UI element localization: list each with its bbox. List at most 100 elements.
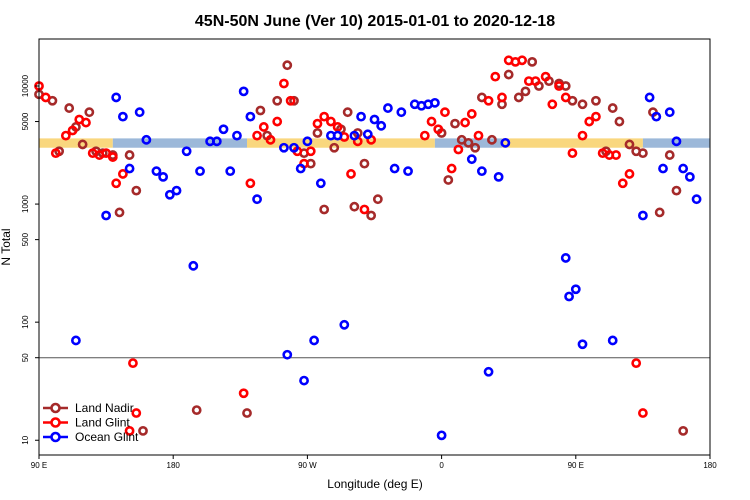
legend-label: Ocean Glint [75,430,139,444]
data-point [466,154,477,165]
data-point [540,71,551,82]
x-tick-label: 180 [703,461,717,470]
legend-entry: Ocean Glint [43,430,139,444]
data-point [584,116,595,127]
data-point [500,137,511,148]
data-point [429,97,440,108]
data-point [171,185,182,196]
data-point [272,95,283,106]
data-point [359,204,370,215]
data-point [40,92,51,103]
band-segment [501,138,643,148]
data-point [71,335,81,346]
band-layer [39,138,710,148]
data-point [453,144,464,155]
data-point [138,425,148,436]
data-point [255,105,266,116]
data-point [664,107,675,118]
data-point [570,284,581,295]
data-point [289,95,299,106]
band-segment [39,138,113,148]
data-point [577,130,588,141]
data-point [114,207,125,218]
data-point [299,375,309,386]
data-point [591,95,601,106]
data-point [383,103,393,113]
data-point [346,169,356,179]
data-point [302,136,313,147]
data-point [560,253,571,263]
data-point [309,335,320,346]
data-point [624,139,635,150]
data-point [272,116,283,127]
data-point [419,130,430,141]
band-segment [642,138,710,148]
data-point [577,99,588,110]
data-point [279,78,289,89]
data-point [624,169,635,179]
data-point [490,71,501,82]
data-point [678,425,689,436]
data-point [332,122,343,132]
points-layer [34,55,702,441]
data-point [131,185,142,196]
data-point [218,124,229,135]
data-point [60,130,71,141]
x-tick-label: 90 E [31,461,47,470]
data-point [520,86,531,97]
data-point [483,95,494,106]
x-tick-label: 90 E [568,461,584,470]
data-point [339,319,350,330]
data-point [644,92,655,103]
data-point [164,189,175,200]
data-point [349,130,360,141]
data-point [530,76,541,87]
y-tick-label: 1000 [21,195,30,213]
data-point [131,408,142,418]
data-point [117,169,128,179]
data-point [403,166,413,177]
data-point [77,139,88,150]
data-point [181,146,192,157]
data-point [64,103,75,113]
data-point [684,171,695,182]
data-point [651,111,662,122]
data-point [389,163,400,174]
data-point [305,146,316,157]
legend-marker [50,431,61,443]
data-point [225,166,236,177]
data-point [245,111,256,122]
data-point [691,194,702,205]
data-point [440,107,450,118]
data-point [638,210,648,221]
legend-label: Land Glint [75,416,130,430]
data-point [211,136,222,147]
data-point [141,134,152,145]
y-tick-label: 50 [21,353,30,362]
data-point [325,116,336,127]
data-point [460,117,470,128]
data-point [101,210,111,221]
data-point [67,125,78,136]
data-point [473,130,484,141]
data-point [151,166,162,177]
band-segment [434,138,502,148]
band-segment [112,138,248,148]
data-point [483,366,494,377]
data-point [195,166,205,177]
data-point [349,201,360,212]
data-point [111,178,122,189]
data-point [232,130,242,141]
data-point [671,185,682,196]
y-axis-label: N Total [0,228,13,265]
data-point [513,92,524,103]
data-point [372,194,383,205]
data-point [134,107,145,118]
x-tick-label: 90 W [298,461,317,470]
data-point [607,103,618,113]
data-point [433,124,444,135]
data-point [493,171,504,182]
data-point [238,86,249,97]
y-tick-label: 100 [21,315,30,329]
y-tick-label: 5000 [21,112,30,130]
